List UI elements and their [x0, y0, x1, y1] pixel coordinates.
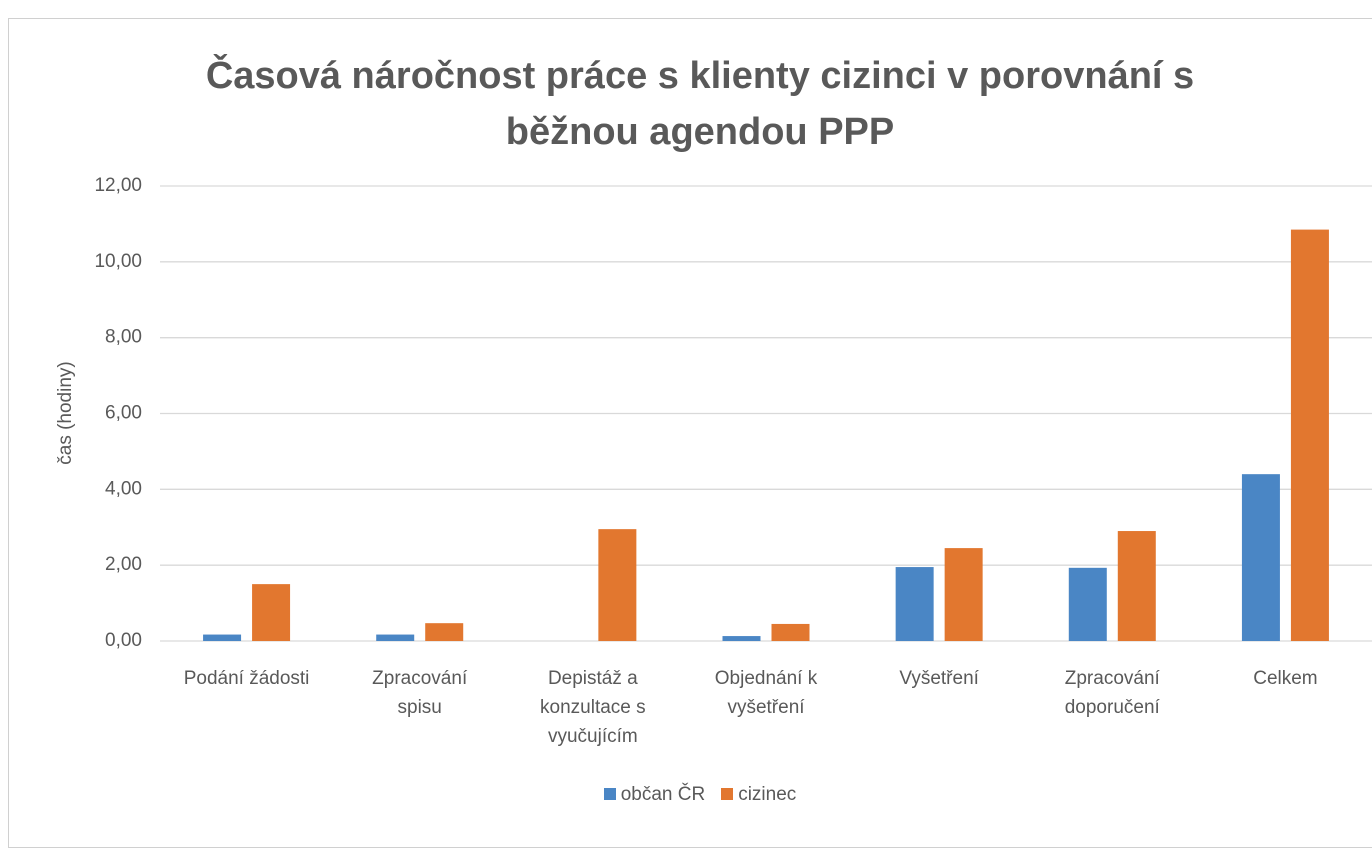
y-tick-label: 10,00 — [94, 251, 142, 272]
legend-item: cizinec — [721, 784, 796, 806]
y-tick-label: 0,00 — [105, 630, 142, 651]
bar — [252, 584, 291, 641]
plot: čas (hodiny) 0,00 2,00 4,00 6,00 8,00 10,00 12… — [55, 175, 1372, 651]
y-tick-label: 6,00 — [105, 403, 142, 424]
legend-swatch — [603, 788, 616, 800]
bar — [722, 636, 761, 641]
x-tick-label: Depistáž a konzultace s vyučujícím — [540, 668, 646, 747]
bar — [1117, 531, 1156, 641]
legend-item: občan ČR — [603, 784, 706, 806]
bar — [203, 634, 242, 641]
x-tick-label: Celkem — [1253, 668, 1318, 689]
chart: čas (hodiny) 0,00 2,00 4,00 6,00 8,00 10,00 12… — [0, 18, 1372, 848]
bar — [1068, 567, 1107, 641]
x-tick-label: Objednání k vyšetření — [714, 668, 818, 718]
x-tick-label: Vyšetření — [899, 668, 979, 689]
bar — [771, 623, 810, 641]
bar — [1290, 229, 1329, 641]
bar — [598, 529, 637, 641]
legend: občan ČR cizinec — [0, 784, 1372, 806]
y-tick-label: 8,00 — [105, 327, 142, 348]
x-tick-label: Zpracování spisu — [372, 668, 468, 718]
legend-label: občan ČR — [620, 784, 706, 805]
y-tick-label: 12,00 — [94, 175, 142, 196]
y-tick-label: 2,00 — [105, 554, 142, 575]
y-axis-label: čas (hodiny) — [55, 361, 76, 465]
x-tick-label: Podání žádosti — [183, 668, 310, 689]
legend-swatch — [721, 788, 734, 800]
bar — [376, 634, 415, 641]
bar — [944, 548, 983, 641]
y-tick-label: 4,00 — [105, 478, 142, 499]
legend-label: cizinec — [738, 784, 797, 805]
bar — [1241, 474, 1280, 641]
bar — [895, 567, 934, 641]
chart-title: Časová náročnost práce s klienty cizinci… — [205, 55, 1195, 153]
bar — [425, 623, 464, 641]
x-tick-label: Zpracování doporučení — [1064, 668, 1160, 718]
